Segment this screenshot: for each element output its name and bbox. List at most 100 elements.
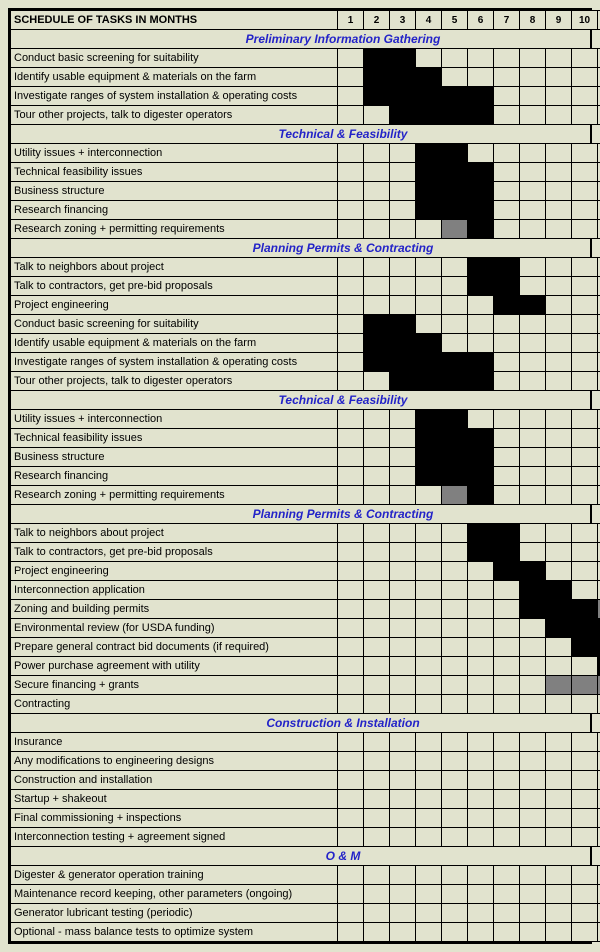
gantt-cell [364,182,390,201]
gantt-cell [390,828,416,847]
gantt-cell [494,201,520,220]
task-row: Research financing [11,467,600,486]
month-header: 7 [494,11,520,30]
gantt-cell [572,296,598,315]
gantt-cell [416,467,442,486]
gantt-cell [442,467,468,486]
task-label: Insurance [11,733,338,752]
gantt-cell [390,334,416,353]
gantt-cell [338,581,364,600]
section-row: Planning Permits & Contracting [11,505,600,524]
gantt-cell [416,448,442,467]
gantt-cell [520,201,546,220]
gantt-cell [416,410,442,429]
gantt-cell [572,467,598,486]
gantt-cell [442,619,468,638]
task-label: Business structure [11,182,338,201]
gantt-cell [546,524,572,543]
gantt-cell [520,334,546,353]
gantt-cell [364,524,390,543]
gantt-cell [520,410,546,429]
gantt-cell [494,182,520,201]
gantt-cell [468,657,494,676]
gantt-cell [390,581,416,600]
gantt-cell [390,695,416,714]
gantt-cell [442,68,468,87]
gantt-cell [572,771,598,790]
gantt-cell [572,372,598,391]
gantt-cell [416,676,442,695]
gantt-cell [468,87,494,106]
gantt-cell [338,600,364,619]
gantt-cell [416,277,442,296]
gantt-cell [468,695,494,714]
task-label: Talk to contractors, get pre-bid proposa… [11,543,338,562]
task-row: Interconnection application [11,581,600,600]
gantt-cell [468,68,494,87]
gantt-cell [572,277,598,296]
gantt-cell [442,866,468,885]
gantt-cell [520,904,546,923]
task-row: Research zoning + permitting requirement… [11,486,600,505]
gantt-cell [494,334,520,353]
gantt-cell [364,695,390,714]
gantt-cell [468,828,494,847]
gantt-cell [442,600,468,619]
gantt-cell [364,562,390,581]
gantt-cell [416,68,442,87]
task-row: Talk to neighbors about project [11,524,600,543]
task-row: Environmental review (for USDA funding) [11,619,600,638]
gantt-cell [520,68,546,87]
gantt-cell [390,676,416,695]
gantt-cell [572,448,598,467]
gantt-cell [520,486,546,505]
task-label: Investigate ranges of system installatio… [11,87,338,106]
task-row: Technical feasibility issues [11,429,600,448]
task-label: Research zoning + permitting requirement… [11,486,338,505]
gantt-cell [390,49,416,68]
gantt-cell [416,600,442,619]
section-label: Technical & Feasibility [11,391,600,410]
gantt-cell [546,315,572,334]
gantt-cell [442,771,468,790]
gantt-cell [442,201,468,220]
gantt-cell [416,49,442,68]
gantt-cell [468,334,494,353]
gantt-cell [468,372,494,391]
gantt-cell [442,581,468,600]
gantt-cell [520,752,546,771]
gantt-cell [416,752,442,771]
gantt-table: SCHEDULE OF TASKS IN MONTHS 123456789101… [10,10,600,942]
gantt-cell [520,733,546,752]
gantt-cell [442,885,468,904]
gantt-cell [468,410,494,429]
task-label: Business structure [11,448,338,467]
month-header: 5 [442,11,468,30]
gantt-cell [390,524,416,543]
gantt-cell [494,790,520,809]
gantt-cell [468,524,494,543]
gantt-cell [494,771,520,790]
gantt-cell [442,562,468,581]
gantt-cell [520,144,546,163]
gantt-cell [442,543,468,562]
section-label: Planning Permits & Contracting [11,239,600,258]
gantt-cell [364,49,390,68]
gantt-cell [364,334,390,353]
gantt-cell [546,866,572,885]
gantt-cell [520,790,546,809]
gantt-cell [494,372,520,391]
task-label: Conduct basic screening for suitability [11,315,338,334]
task-row: Conduct basic screening for suitability [11,49,600,68]
gantt-cell [364,429,390,448]
task-row: Optional - mass balance tests to optimiz… [11,923,600,942]
gantt-cell [572,106,598,125]
gantt-cell [572,410,598,429]
gantt-cell [546,885,572,904]
gantt-cell [338,49,364,68]
task-row: Talk to neighbors about project [11,258,600,277]
gantt-cell [364,790,390,809]
gantt-cell [572,676,598,695]
task-row: Investigate ranges of system installatio… [11,87,600,106]
task-row: Talk to contractors, get pre-bid proposa… [11,543,600,562]
